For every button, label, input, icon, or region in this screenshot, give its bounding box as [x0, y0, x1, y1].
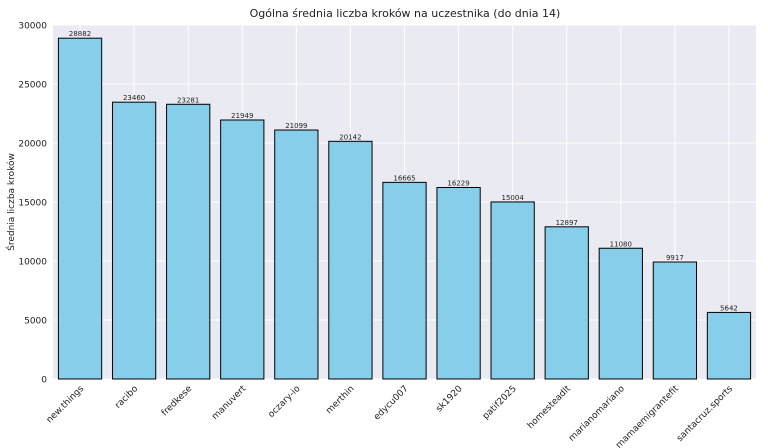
y-tick-label: 30000	[18, 22, 47, 32]
data-label: 15004	[502, 194, 525, 202]
data-label: 11080	[610, 240, 632, 248]
bar	[544, 226, 589, 380]
bar	[706, 311, 752, 380]
data-label: 12897	[556, 219, 578, 227]
data-label: 28882	[69, 30, 91, 38]
bar	[111, 101, 157, 380]
x-tick-label: marianomariano	[567, 384, 627, 444]
data-label: 16665	[393, 174, 415, 182]
chart-title: Ogólna średnia liczba kroków na uczestni…	[250, 7, 561, 20]
x-tick-label: new.things	[45, 384, 87, 426]
data-label: 23281	[177, 96, 199, 104]
data-label: 5642	[720, 304, 738, 312]
y-tick-label: 0	[41, 376, 47, 386]
x-tick-label: merthin	[324, 384, 356, 416]
x-tick-label: racibo	[113, 384, 140, 411]
bar	[220, 119, 265, 380]
y-tick-label: 15000	[18, 199, 47, 209]
bar	[166, 103, 211, 380]
data-label: 20142	[339, 133, 361, 141]
bar	[598, 247, 643, 380]
bar	[490, 201, 535, 380]
x-tick-label: homesteadlt	[526, 384, 573, 431]
x-tick-label: fredkese	[160, 384, 195, 419]
bar	[274, 129, 319, 380]
x-tick-label: oczary-io	[267, 384, 303, 420]
y-tick-label: 20000	[18, 140, 47, 150]
bar	[652, 261, 698, 380]
bar	[328, 140, 373, 380]
x-tick-label: manuvert	[210, 384, 248, 422]
data-label: 21099	[285, 122, 307, 130]
x-tick-label: edycu007	[372, 384, 410, 422]
bar	[382, 181, 427, 380]
data-label: 21949	[231, 112, 253, 120]
plot-area: 0 5000 10000 15000 20000 25000 30000 28882 new.t…	[18, 22, 756, 448]
y-tick-label: 10000	[18, 258, 47, 268]
y-tick-label: 25000	[18, 81, 47, 91]
data-label: 23460	[123, 94, 145, 102]
x-tick-label: patif2025	[481, 384, 519, 422]
bar	[436, 186, 481, 380]
y-axis-label: Średnia liczba kroków	[5, 153, 17, 251]
x-tick-label: sk1920	[434, 384, 464, 414]
data-label: 16229	[447, 179, 469, 187]
y-tick-label: 5000	[24, 317, 47, 327]
x-tick-label: santacruz.sports	[675, 384, 735, 444]
data-label: 9917	[666, 254, 684, 262]
bar	[57, 37, 103, 380]
